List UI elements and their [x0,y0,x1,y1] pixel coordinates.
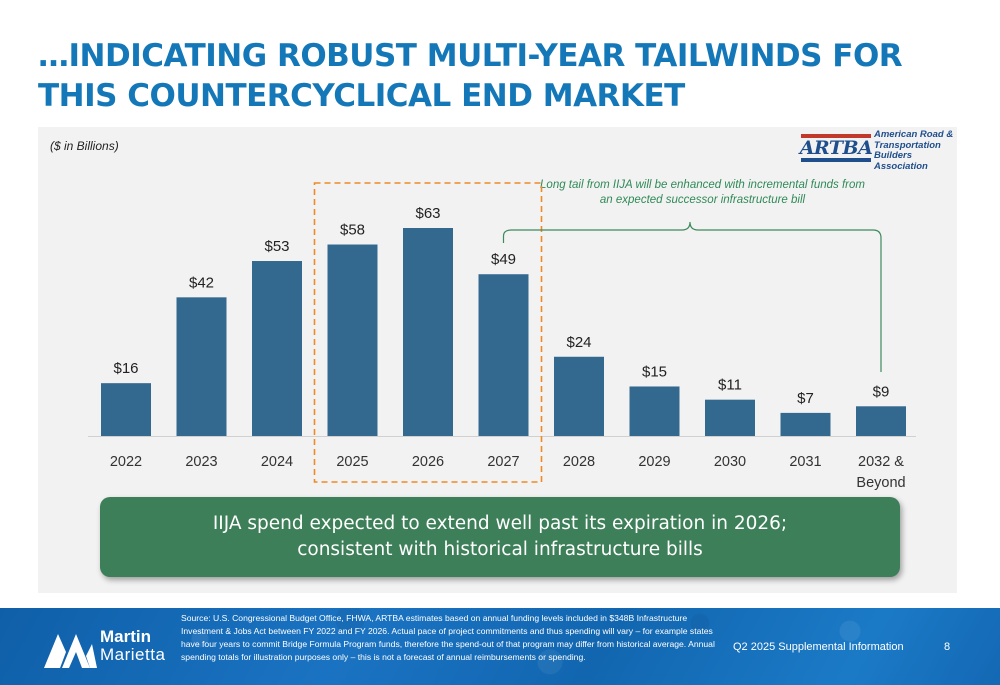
x-tick-label: 2031 [789,454,821,470]
artba-name-line: American Road & [874,129,954,140]
highlight-box [313,182,543,483]
bar-value-label: $42 [189,274,214,291]
x-tick-label: 2023 [185,454,217,470]
bar-value-label: $7 [797,390,814,407]
bar-value-label: $15 [642,363,667,380]
x-tick-label: 2022 [110,454,142,470]
units-note: ($ in Billions) [50,139,119,153]
footer-texture [0,608,1000,685]
artba-name-line: Transportation Builders [874,139,941,161]
x-tick-label: 2025 [336,454,368,470]
company-wordmark: Martin Marietta [100,628,165,664]
x-tick-label: 2027 [487,454,519,470]
callout-line: consistent with historical infrastructur… [297,539,703,560]
artba-logo-mark: ARTBA [800,134,873,162]
x-tick-label: 2030 [714,454,746,470]
slide-title: …INDICATING ROBUST MULTI-YEAR TAILWINDS … [38,38,903,114]
artba-logo: ARTBA American Road & Transportation Bui… [800,129,961,171]
bar-value-label: $49 [491,251,516,268]
bar-value-label: $24 [566,334,591,351]
bar [403,228,453,436]
artba-name-line: Association [874,160,928,172]
bar-value-label: $53 [264,238,289,255]
presentation-name: Q2 2025 Supplemental Information [733,641,904,653]
x-tick-label: 2032 & Beyond [856,454,905,491]
company-name-line: Marietta [100,645,166,664]
x-tick-label: 2026 [412,454,444,470]
bar-value-label: $11 [718,377,742,394]
bar [176,297,227,436]
callout-line: IIJA spend expected to extend well past … [212,513,788,534]
page-number: 8 [944,641,951,653]
x-tick-label: 2024 [261,454,293,470]
bar [327,244,378,436]
x-tick-label: 2028 [563,454,595,470]
x-tick-label: 2029 [638,454,670,470]
bar [252,261,302,436]
artba-logo-name: American Road & Transportation Builders … [874,129,964,172]
mountain-logo-icon [44,634,97,668]
bar-value-label: $16 [113,360,138,377]
bar-value-label: $9 [873,383,890,400]
martin-marietta-logo: Martin Marietta [42,626,172,674]
bar-chart: $16 2022 $42 2023 $53 2024 $58 2025 $63 2026 $49 20… [88,182,916,491]
bar [554,356,604,436]
bar-value-label: $58 [340,222,365,239]
bar [629,386,680,436]
bar [856,406,906,436]
bar [705,399,755,436]
bar-value-label: $63 [415,205,440,222]
company-name-line: Martin [100,627,151,646]
chart-annotation: Long tail from IIJA will be enhanced wit… [540,179,865,206]
range-bracket [502,221,882,372]
callout-box: IIJA spend expected to extend well past … [100,497,900,577]
source-note: Source: U.S. Congressional Budget Office… [181,613,715,662]
footer-band [0,608,1000,685]
bar [780,412,831,436]
bar [478,274,529,436]
bar [101,383,151,436]
